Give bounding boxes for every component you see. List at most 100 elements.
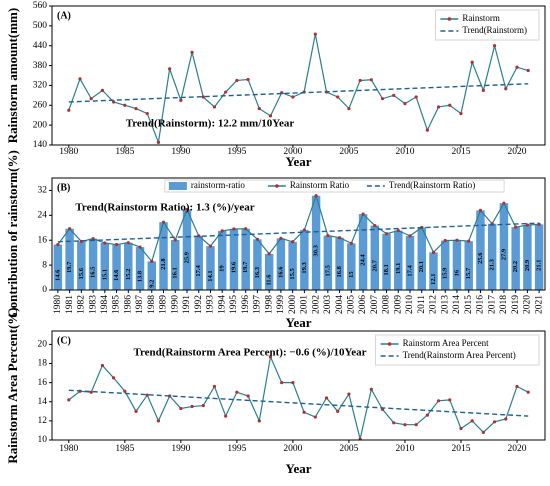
x-tick-label: 2000 xyxy=(283,444,302,454)
data-point xyxy=(369,387,373,391)
x-axis-label: Year xyxy=(286,154,312,169)
bar xyxy=(229,229,239,290)
x-tick-label: 1985 xyxy=(115,147,134,157)
data-point xyxy=(78,77,82,81)
x-tick-label: 2015 xyxy=(464,295,474,314)
data-point xyxy=(481,88,485,92)
bar-value-label: 16.6 xyxy=(277,266,284,278)
legend: Rainstorm Trend(Rainstorm) xyxy=(434,9,540,41)
bar-value-label: 18.1 xyxy=(383,264,390,275)
y-tick-label: 24 xyxy=(38,211,48,221)
data-point xyxy=(112,376,116,380)
x-tick-label: 2005 xyxy=(339,147,358,157)
bar-value-label: 25.9 xyxy=(183,251,190,263)
y-tick-label: 32 xyxy=(38,186,48,196)
x-tick-label: 1991 xyxy=(182,295,192,314)
legend-label: Trend(Rainstorm) xyxy=(462,25,527,35)
x-tick-label: 2005 xyxy=(339,444,358,454)
x-tick-label: 2020 xyxy=(523,295,533,314)
x-tick-label: 2019 xyxy=(511,295,521,314)
plot-frame xyxy=(51,5,546,146)
data-point xyxy=(455,238,459,242)
bar-value-label: 17.5 xyxy=(324,264,331,276)
bar-value-label: 16 xyxy=(453,269,460,276)
data-point xyxy=(138,245,142,249)
data-point xyxy=(235,390,239,394)
data-point xyxy=(114,242,119,247)
data-point xyxy=(396,228,400,233)
data-point xyxy=(373,224,377,228)
data-point xyxy=(201,403,205,408)
x-tick-label: 2002 xyxy=(311,295,321,314)
bar xyxy=(241,228,250,290)
bar-value-label: 24.4 xyxy=(360,254,367,266)
bar xyxy=(370,225,380,290)
bar-value-label: 27.9 xyxy=(500,248,507,260)
data-point xyxy=(324,396,329,400)
plot-frame xyxy=(51,177,546,291)
data-point xyxy=(145,111,149,116)
x-tick-label: 2007 xyxy=(370,295,380,314)
data-point xyxy=(134,409,138,413)
bar-value-label: 20.2 xyxy=(512,261,519,272)
bar xyxy=(394,230,403,290)
data-point xyxy=(246,394,250,398)
data-point xyxy=(459,426,463,431)
data-point xyxy=(123,389,127,393)
y-tick-label: 440 xyxy=(33,41,48,51)
data-point xyxy=(515,65,519,69)
data-point xyxy=(212,384,217,389)
y-tick-label: 16 xyxy=(38,235,48,245)
data-point xyxy=(67,398,71,402)
data-point xyxy=(470,60,474,64)
legend-label: Trend(Rainstorm Ratio) xyxy=(389,180,475,190)
data-point xyxy=(326,233,330,238)
bar xyxy=(171,239,180,290)
data-point xyxy=(408,234,412,238)
x-tick-label: 2009 xyxy=(393,295,403,314)
y-tick-label: 10 xyxy=(38,435,48,445)
bar xyxy=(288,241,297,290)
bar-value-label: 15 xyxy=(348,271,355,278)
bar xyxy=(206,246,215,290)
bar-value-label: 15.5 xyxy=(289,267,296,279)
x-tick-label: 2008 xyxy=(382,295,392,314)
data-point xyxy=(168,67,172,71)
bar xyxy=(511,227,520,290)
y-tick-label: 140 xyxy=(33,140,48,150)
panel-label: (B) xyxy=(57,182,70,193)
bar-value-label: 19.3 xyxy=(301,262,308,274)
y-tick-label: 260 xyxy=(33,100,48,110)
data-point xyxy=(190,404,194,409)
data-point xyxy=(190,50,194,54)
legend-box xyxy=(375,334,540,366)
bar xyxy=(382,233,391,290)
x-tick-label: 2004 xyxy=(335,295,345,314)
x-tick-label: 1990 xyxy=(170,295,180,314)
x-tick-label: 2013 xyxy=(440,295,450,314)
y-tick-label: 200 xyxy=(33,120,48,130)
data-point xyxy=(526,390,530,394)
data-point xyxy=(380,97,385,101)
data-point xyxy=(515,384,519,389)
x-tick-label: 2016 xyxy=(476,295,486,314)
data-point xyxy=(347,106,351,111)
data-point xyxy=(291,381,295,385)
data-point xyxy=(361,212,365,216)
data-point xyxy=(291,240,295,244)
x-tick-label: 2005 xyxy=(347,295,357,314)
data-point xyxy=(403,423,407,427)
x-tick-label: 1985 xyxy=(115,444,134,454)
bar-value-label: 17.4 xyxy=(406,264,413,276)
bar-value-label: 20.7 xyxy=(371,259,378,271)
bar-value-label: 19.7 xyxy=(242,261,249,273)
legend-box xyxy=(164,179,505,193)
data-point xyxy=(336,409,340,413)
bar xyxy=(276,238,286,290)
panel-label: (A) xyxy=(57,10,71,21)
plot-frame xyxy=(51,330,546,441)
bar xyxy=(441,240,450,290)
x-tick-label: 2015 xyxy=(451,444,470,454)
data-point xyxy=(313,32,317,36)
x-tick-label: 2020 xyxy=(507,444,526,454)
